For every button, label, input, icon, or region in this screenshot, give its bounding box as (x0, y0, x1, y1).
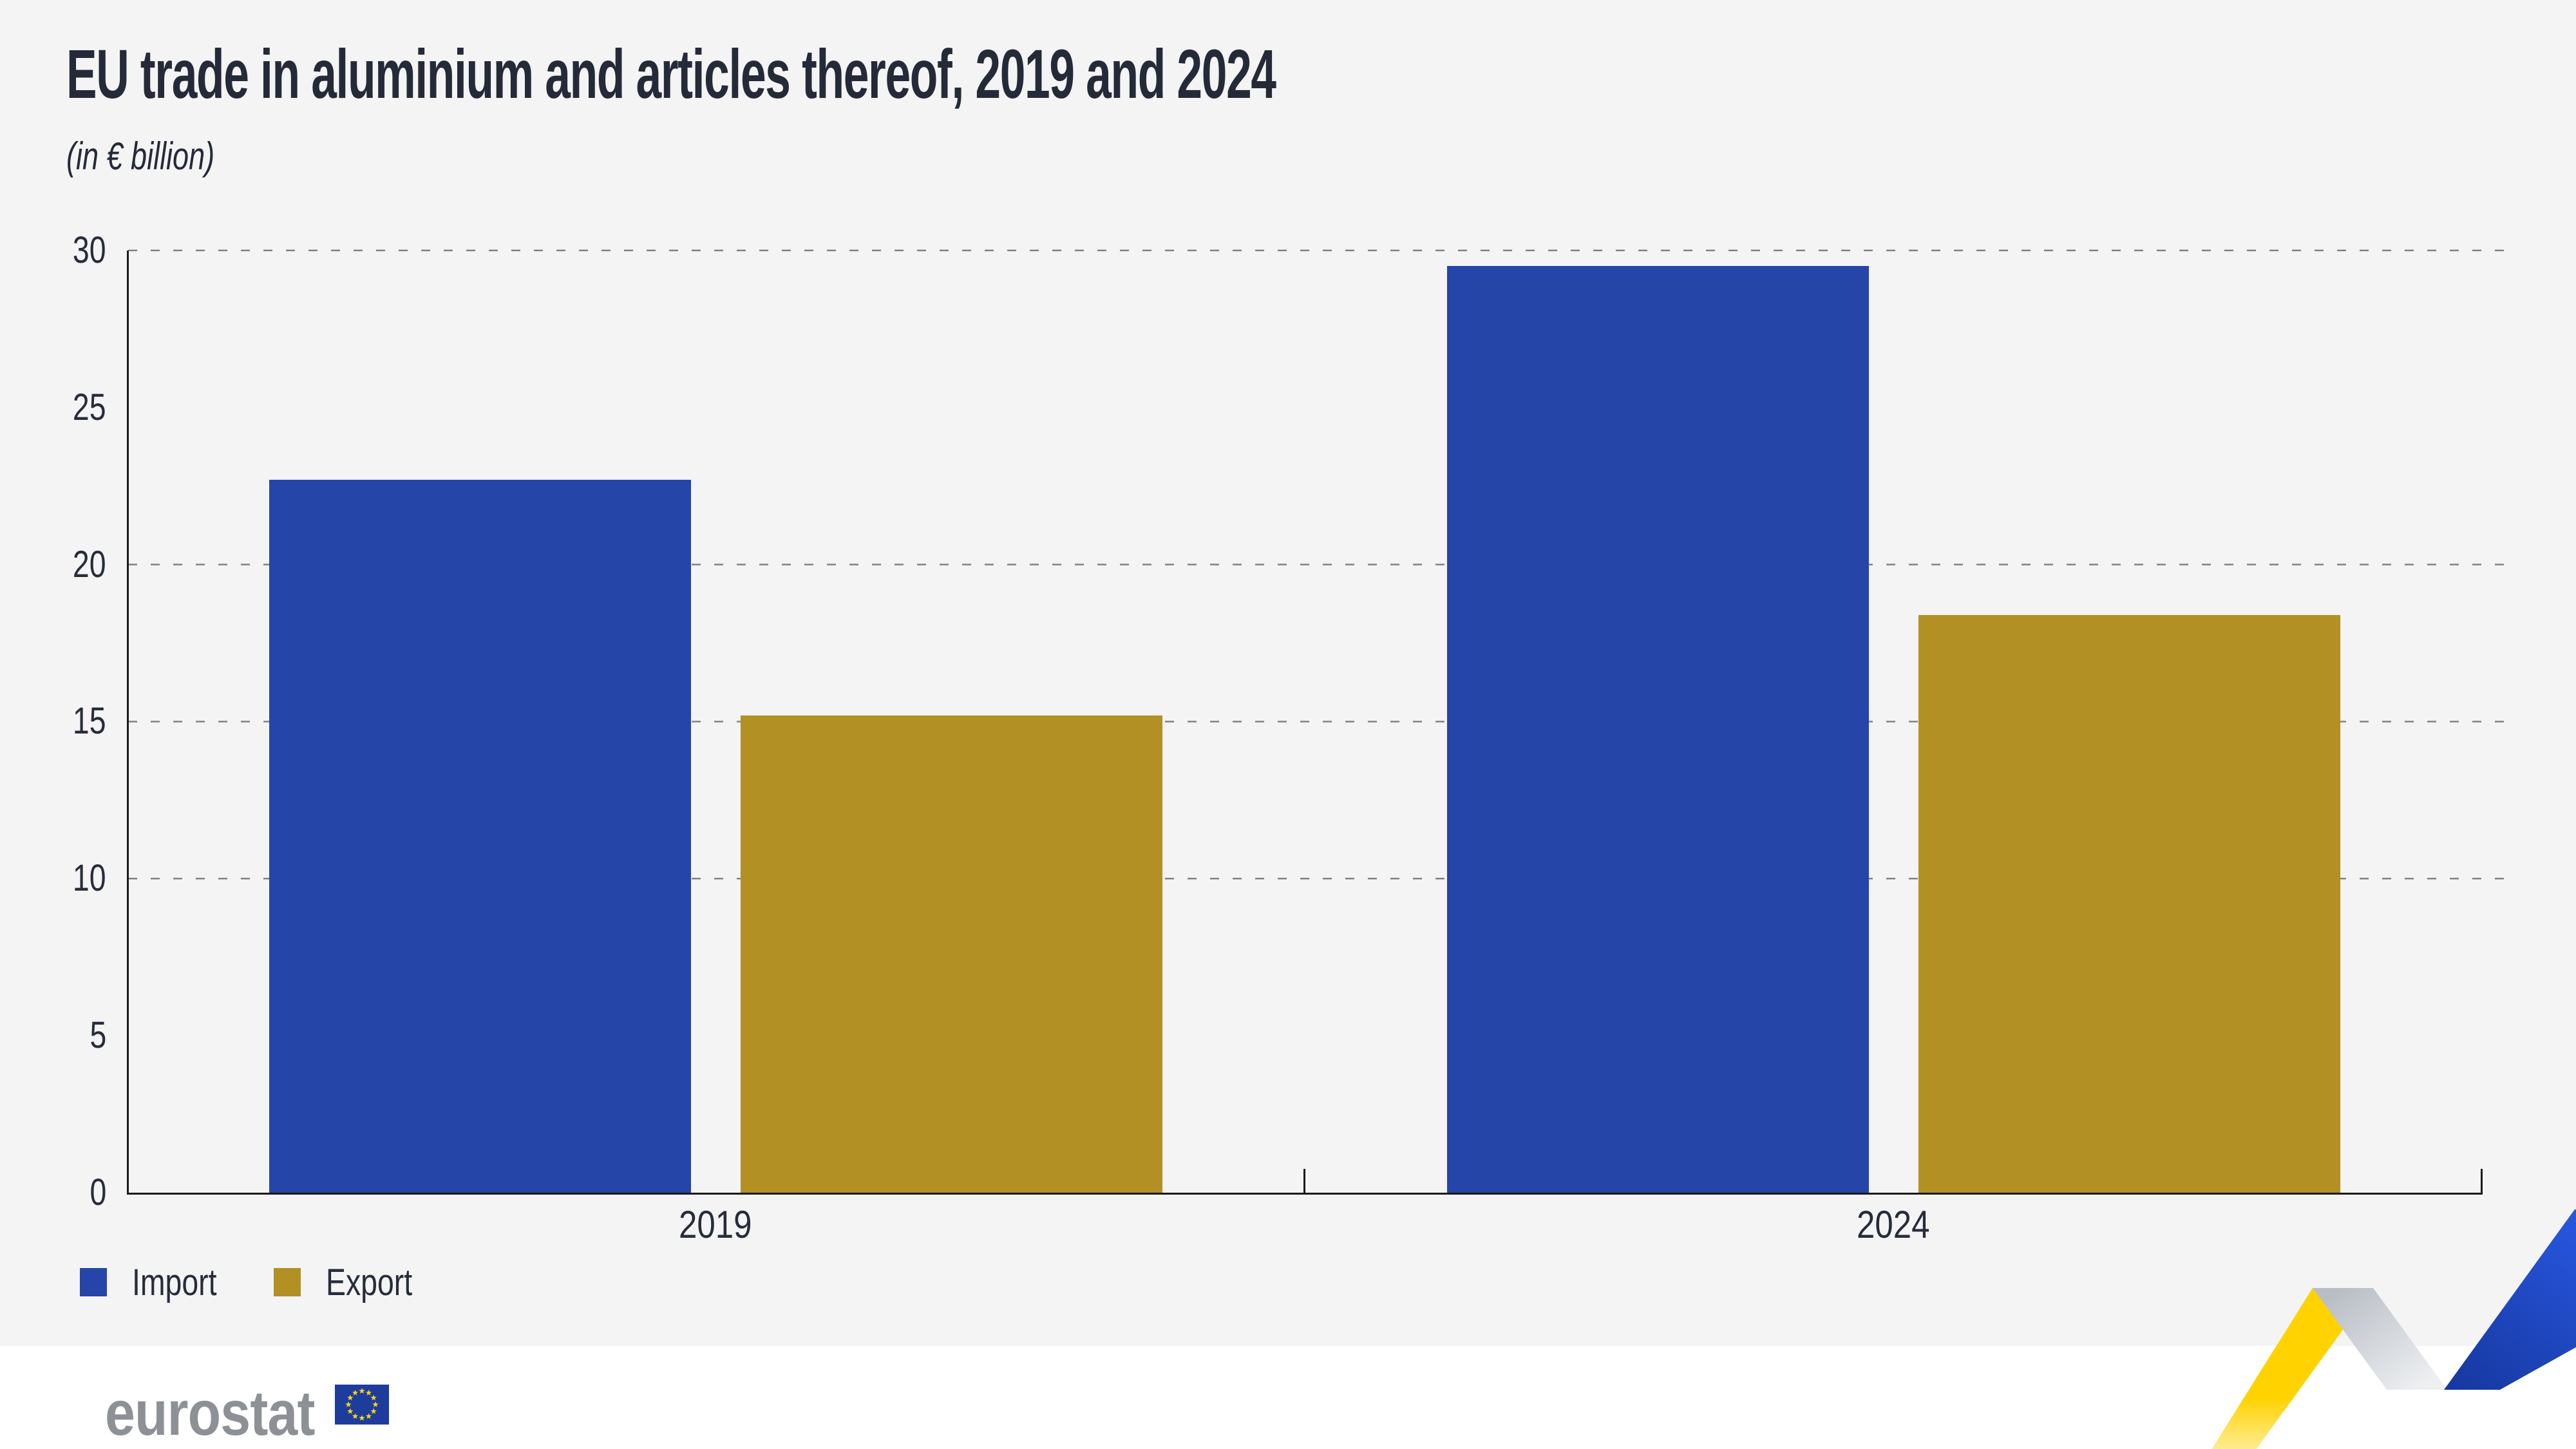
bar-import-2019 (269, 479, 691, 1193)
y-tick-label-20: 20 (0, 543, 106, 585)
legend-label-text: Export (326, 1262, 413, 1303)
y-axis-line (127, 251, 129, 1195)
y-tick-label-text: 0 (90, 1171, 106, 1213)
eurostat-logo-text: eurostat (105, 1378, 315, 1448)
legend-label-import: Import (132, 1264, 238, 1302)
y-tick-label-10: 10 (0, 860, 106, 897)
y-tick-label-text: 10 (73, 857, 106, 900)
legend-swatch-export (274, 1268, 301, 1296)
y-tick-label-text: 25 (73, 386, 106, 428)
x-tick-label-2019: 2019 (587, 1206, 844, 1244)
legend-label-export: Export (326, 1264, 434, 1302)
y-tick-label-25: 25 (0, 386, 106, 428)
x-axis-end-tick (2481, 1169, 2483, 1193)
bar-import-2024 (1446, 266, 1869, 1193)
y-tick-label-text: 20 (73, 543, 106, 585)
footer-strip (0, 1346, 2576, 1449)
y-tick-label-0: 0 (0, 1174, 106, 1211)
bar-export-2024 (1918, 614, 2340, 1193)
x-axis-separator-tick (1303, 1169, 1305, 1193)
x-tick-label-text: 2019 (679, 1203, 752, 1246)
x-tick-label-text: 2024 (1857, 1203, 1930, 1246)
y-tick-label-text: 30 (73, 229, 106, 271)
y-tick-label-5: 5 (0, 1017, 106, 1054)
y-tick-label-text: 5 (90, 1014, 106, 1057)
legend-label-text: Import (132, 1262, 217, 1303)
y-tick-label-15: 15 (0, 703, 106, 740)
y-tick-label-30: 30 (0, 229, 106, 271)
y-tick-label-text: 15 (73, 700, 106, 743)
x-tick-label-2024: 2024 (1765, 1206, 2022, 1244)
legend-swatch-import (80, 1268, 107, 1296)
chart-title: EU trade in aluminium and articles there… (66, 35, 1276, 113)
x-axis-line (127, 1193, 2483, 1195)
bar-export-2019 (740, 715, 1162, 1193)
chart-subtitle: (in € billion) (66, 135, 215, 178)
